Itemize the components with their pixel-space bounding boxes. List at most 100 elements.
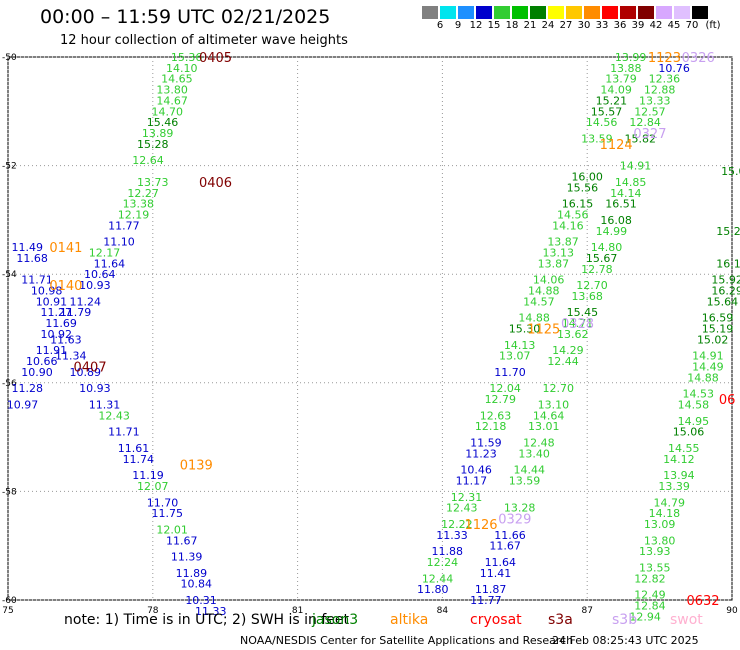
wave-height-value: 10.90 <box>21 366 53 379</box>
wave-height-value: 10.46 <box>460 464 492 477</box>
wave-height-value: 14.10 <box>166 62 198 75</box>
legend-swatch <box>566 6 582 19</box>
wave-height-value: 16.51 <box>605 198 637 211</box>
wave-height-value: 11.63 <box>50 333 82 346</box>
wave-height-value: 11.77 <box>108 219 140 232</box>
wave-height-value: 10.89 <box>69 366 101 379</box>
track-track_c: 13.9913.8813.7914.0915.2115.5714.5613.59… <box>417 51 646 596</box>
wave-height-value: 13.68 <box>571 290 603 303</box>
pass-time-label: 0140 <box>49 279 82 294</box>
legend-swatch <box>494 6 510 19</box>
wave-height-value: 13.87 <box>547 236 579 249</box>
wave-height-value: 11.89 <box>176 567 208 580</box>
wave-height-value: 14.65 <box>161 73 193 86</box>
pass-time-label: 0327 <box>633 127 666 142</box>
pass-time-label: 0406 <box>199 176 232 191</box>
legend-label: 27 <box>559 20 573 31</box>
pass-time-label: 0139 <box>180 458 213 473</box>
lat-tick-label: -58 <box>2 487 17 497</box>
wave-height-value: 12.36 <box>649 73 681 86</box>
mission-label-swot: swot <box>670 612 703 628</box>
legend-label: 12 <box>469 20 483 31</box>
legend-swatch <box>692 6 708 19</box>
lon-tick-label: 87 <box>581 606 592 616</box>
legend-label: 6 <box>436 20 444 31</box>
wave-height-value: 14.88 <box>518 312 550 325</box>
wave-height-value: 13.88 <box>610 62 642 75</box>
wave-height-value: 15.02 <box>697 333 729 346</box>
wave-height-value: 11.33 <box>195 605 227 618</box>
wave-height-value: 15.27 <box>716 225 740 238</box>
wave-height-value: 11.49 <box>12 241 44 254</box>
wave-height-value: 12.88 <box>644 84 676 97</box>
wave-height-value: 13.28 <box>504 502 536 515</box>
wave-height-value: 13.99 <box>615 51 647 64</box>
legend-swatch <box>674 6 690 19</box>
pass-time-label: 0632 <box>686 594 719 609</box>
wave-height-value: 15.45 <box>567 306 599 319</box>
wave-height-value: 11.19 <box>132 469 164 482</box>
wave-height-value: 13.62 <box>557 328 589 341</box>
pass-time-label: 1124 <box>600 138 633 153</box>
wave-height-values: 15.3614.1014.6513.8014.6714.7015.4613.89… <box>7 51 740 623</box>
wave-height-value: 10.98 <box>31 284 63 297</box>
page-subtitle: 12 hour collection of altimeter wave hei… <box>60 33 348 48</box>
legend-swatch <box>638 6 654 19</box>
wave-height-value: 11.80 <box>417 583 449 596</box>
wave-height-value: 12.07 <box>137 480 169 493</box>
wave-height-value: 12.17 <box>89 246 121 259</box>
wave-height-value: 11.59 <box>470 437 502 450</box>
pass-time-labels: 0405 0406 0141 0140 0407 0139 1123 0326 11240327… <box>49 51 735 609</box>
wave-height-value: 11.10 <box>103 236 135 249</box>
wave-height-value: 12.24 <box>427 556 459 569</box>
wave-height-value: 13.59 <box>581 132 613 145</box>
grid-lines <box>7 56 733 601</box>
wave-height-value: 14.95 <box>678 415 710 428</box>
wave-height-value: 11.71 <box>21 274 53 287</box>
mission-label-s3a: s3a <box>548 612 573 628</box>
wave-height-value: 14.12 <box>663 453 695 466</box>
legend-swatch <box>602 6 618 19</box>
wave-height-value: 11.88 <box>431 545 463 558</box>
wave-height-value: 13.80 <box>644 534 676 547</box>
wave-height-value: 12.49 <box>634 589 666 602</box>
wave-height-value: 11.33 <box>436 529 468 542</box>
legend-label: 36 <box>613 20 627 31</box>
wave-height-value: 11.39 <box>171 551 203 564</box>
lon-tick-label: 84 <box>437 606 449 616</box>
wave-height-value: 13.38 <box>123 198 155 211</box>
wave-height-value: 11.91 <box>36 344 68 357</box>
legend-swatch <box>620 6 636 19</box>
legend-swatch <box>512 6 528 19</box>
wave-height-value: 14.64 <box>533 409 565 422</box>
legend-label: 70 <box>685 20 699 31</box>
wave-height-value: 10.84 <box>180 578 212 591</box>
track-track_a: 15.3614.1014.6513.8014.6714.7015.4613.89… <box>50 51 226 618</box>
wave-height-value: 15.92 <box>711 274 740 287</box>
wave-height-value: 12.01 <box>156 523 188 536</box>
wave-height-value: 11.17 <box>456 475 488 488</box>
wave-height-value: 11.66 <box>494 529 526 542</box>
wave-height-value: 14.49 <box>692 361 724 374</box>
wave-height-value: 14.91 <box>692 350 724 363</box>
mission-label-jason3: jason3 <box>312 612 359 628</box>
wave-height-value: 12.27 <box>127 187 159 200</box>
wave-height-value: 13.39 <box>658 480 690 493</box>
wave-height-value: 12.57 <box>634 105 666 118</box>
wave-height-value: 10.64 <box>84 268 116 281</box>
wave-height-value: 11.77 <box>470 594 502 607</box>
wave-height-value: 10.93 <box>79 382 111 395</box>
legend-swatch <box>476 6 492 19</box>
wave-height-value: 11.24 <box>69 295 101 308</box>
wave-height-value: 12.31 <box>451 491 483 504</box>
lon-tick-label: 75 <box>2 606 13 616</box>
wave-height-value: 11.68 <box>16 252 48 265</box>
wave-height-value: 11.70 <box>147 496 179 509</box>
wave-height-value: 13.01 <box>528 420 560 433</box>
wave-height-value: 12.04 <box>489 382 521 395</box>
wave-height-value: 13.40 <box>518 447 550 460</box>
wave-height-value: 14.88 <box>528 284 560 297</box>
wave-height-value: 13.94 <box>663 469 695 482</box>
wave-height-value: 11.64 <box>485 556 517 569</box>
